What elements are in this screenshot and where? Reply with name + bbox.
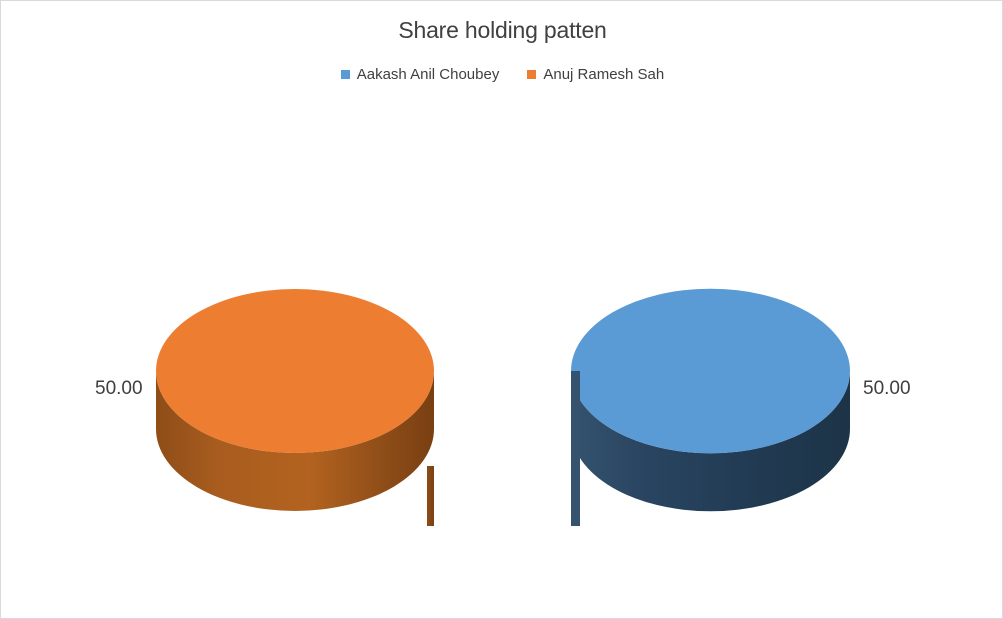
legend-item-anuj-ramesh-sah[interactable]: Anuj Ramesh Sah	[527, 67, 664, 82]
pie-plot-area: 50.00 50.00	[1, 96, 1002, 596]
pie-slice-aakash-anil-choubey[interactable]	[571, 288, 850, 526]
legend-swatch-blue-icon	[340, 70, 350, 79]
pie-chart-graphic	[156, 288, 850, 526]
chart-title: Share holding patten	[398, 17, 607, 43]
pie-slice-blue-left-wall	[571, 371, 580, 526]
legend-swatch-orange-icon	[527, 70, 537, 79]
pie-slice-orange-cut-face	[427, 466, 434, 526]
pie-slice-anuj-ramesh-sah[interactable]	[156, 289, 434, 526]
pie-slice-orange-top-upper	[156, 289, 434, 371]
chart-legend: Aakash Anil Choubey Anuj Ramesh Sah	[1, 66, 1002, 83]
pie-slice-orange-top-lower	[156, 371, 434, 453]
pie-slice-blue-top-upper	[571, 288, 850, 371]
legend-item-aakash-anil-choubey[interactable]: Aakash Anil Choubey	[340, 66, 500, 83]
legend-label-aakash-anil-choubey: Aakash Anil Choubey	[356, 66, 500, 83]
pie-slice-orange-side	[156, 371, 434, 511]
pie-slice-blue-top-lower	[571, 371, 850, 454]
data-label-aakash-anil-choubey: 50.00	[863, 378, 911, 399]
pie-slice-blue-side	[571, 371, 850, 512]
data-label-anuj-ramesh-sah: 50.00	[95, 378, 143, 399]
legend-label-anuj-ramesh-sah: Anuj Ramesh Sah	[543, 66, 665, 83]
